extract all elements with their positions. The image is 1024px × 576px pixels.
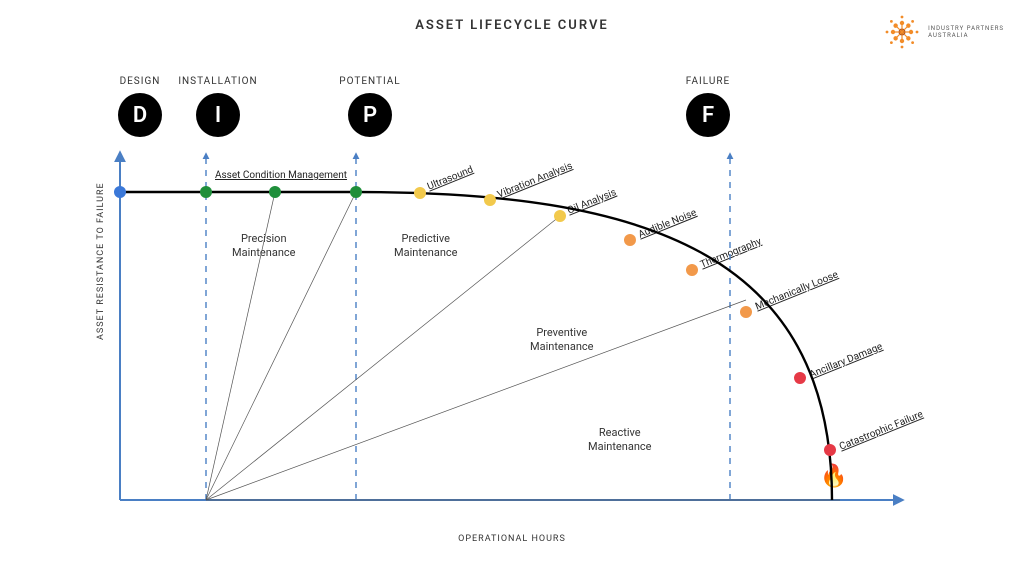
diagram-stage: ASSET LIFECYCLE CURVE INDUSTRY PARTNERS … bbox=[0, 0, 1024, 576]
lifecycle-curve-chart bbox=[0, 0, 1024, 576]
